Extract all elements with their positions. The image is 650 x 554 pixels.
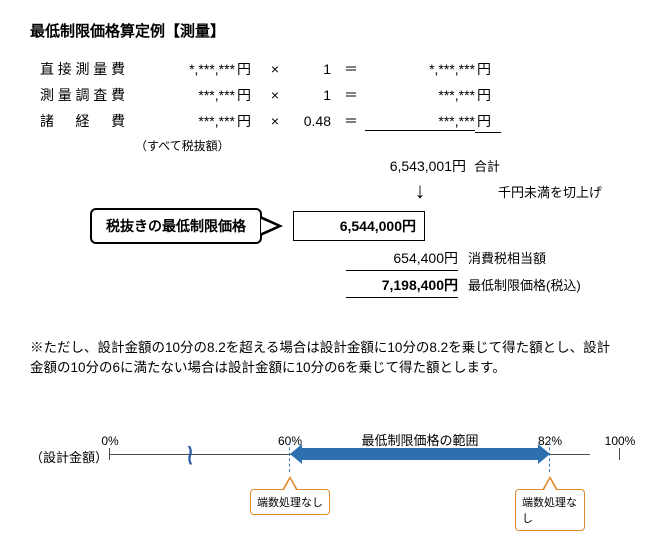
round-box-82: 端数処理なし [515, 489, 585, 531]
times: × [261, 87, 289, 103]
eq: ＝ [337, 111, 365, 131]
row-mul: 1 [289, 87, 337, 103]
row-res: *,***,*** [365, 61, 475, 77]
round-box-60: 端数処理なし [250, 489, 330, 515]
calc-row: 測量調査費 ***,*** 円 × 1 ＝ ***,*** 円 [40, 85, 620, 105]
yen: 円 [235, 59, 261, 79]
row-mul: 1 [289, 61, 337, 77]
tax-amount-val: 654,400円 [346, 248, 458, 271]
row-label: 測量調査費 [40, 85, 125, 105]
result-box: 6,544,000円 [293, 211, 425, 241]
row-val: *,***,*** [125, 61, 235, 77]
axis-label: （設計金額） [30, 447, 108, 466]
row-val: ***,*** [125, 113, 235, 129]
calc-row: 諸経費 ***,*** 円 × 0.48 ＝ ***,*** 円 [40, 111, 620, 133]
zigzag-icon: ≀ [186, 438, 193, 471]
tax-note: （すべて税抜額） [135, 137, 620, 154]
yen: 円 [475, 111, 501, 133]
calc-row: 直接測量費 *,***,*** 円 × 1 ＝ *,***,*** 円 [40, 59, 620, 79]
range-label: 最低制限価格の範囲 [361, 430, 478, 449]
times: × [261, 61, 289, 77]
incl-label: 最低制限価格(税込) [458, 275, 581, 294]
sum-val: 6,543,001円 [356, 156, 466, 176]
sum-label: 合計 [466, 156, 500, 175]
pct-100: 100% [605, 434, 636, 448]
yen: 円 [235, 111, 261, 131]
callout-box: 税抜きの最低制限価格 [90, 208, 262, 244]
yen: 円 [475, 85, 501, 105]
range-diagram: （設計金額） 0% 60% 82% 100% ≀ 最低制限価格の範囲 端数処理な… [30, 414, 620, 534]
times: × [261, 113, 289, 129]
calc-table: 直接測量費 *,***,*** 円 × 1 ＝ *,***,*** 円 測量調査… [40, 59, 620, 176]
yen: 円 [235, 85, 261, 105]
page-title: 最低制限価格算定例【測量】 [30, 20, 620, 41]
incl-val: 7,198,400円 [346, 275, 458, 298]
row-label: 直接測量費 [40, 59, 125, 79]
tick-0 [109, 448, 110, 460]
row-val: ***,*** [125, 87, 235, 103]
row-res: ***,*** [365, 113, 475, 131]
range-bar [300, 448, 540, 460]
eq: ＝ [337, 85, 365, 105]
row-label: 諸経費 [40, 111, 125, 131]
eq: ＝ [337, 59, 365, 79]
tax-amount-label: 消費税相当額 [458, 248, 546, 267]
tick-100 [619, 448, 620, 460]
row-res: ***,*** [365, 87, 475, 103]
roundup-note: 千円未満を切上げ [490, 182, 602, 201]
arrow-down-icon: ↓ [400, 180, 440, 202]
row-mul: 0.48 [289, 113, 337, 129]
callout-tail-icon [261, 216, 283, 236]
footnote: ※ただし、設計金額の10分の8.2を超える場合は設計金額に10分の8.2を乗じて… [30, 338, 620, 379]
yen: 円 [475, 59, 501, 79]
pct-0: 0% [101, 434, 118, 448]
